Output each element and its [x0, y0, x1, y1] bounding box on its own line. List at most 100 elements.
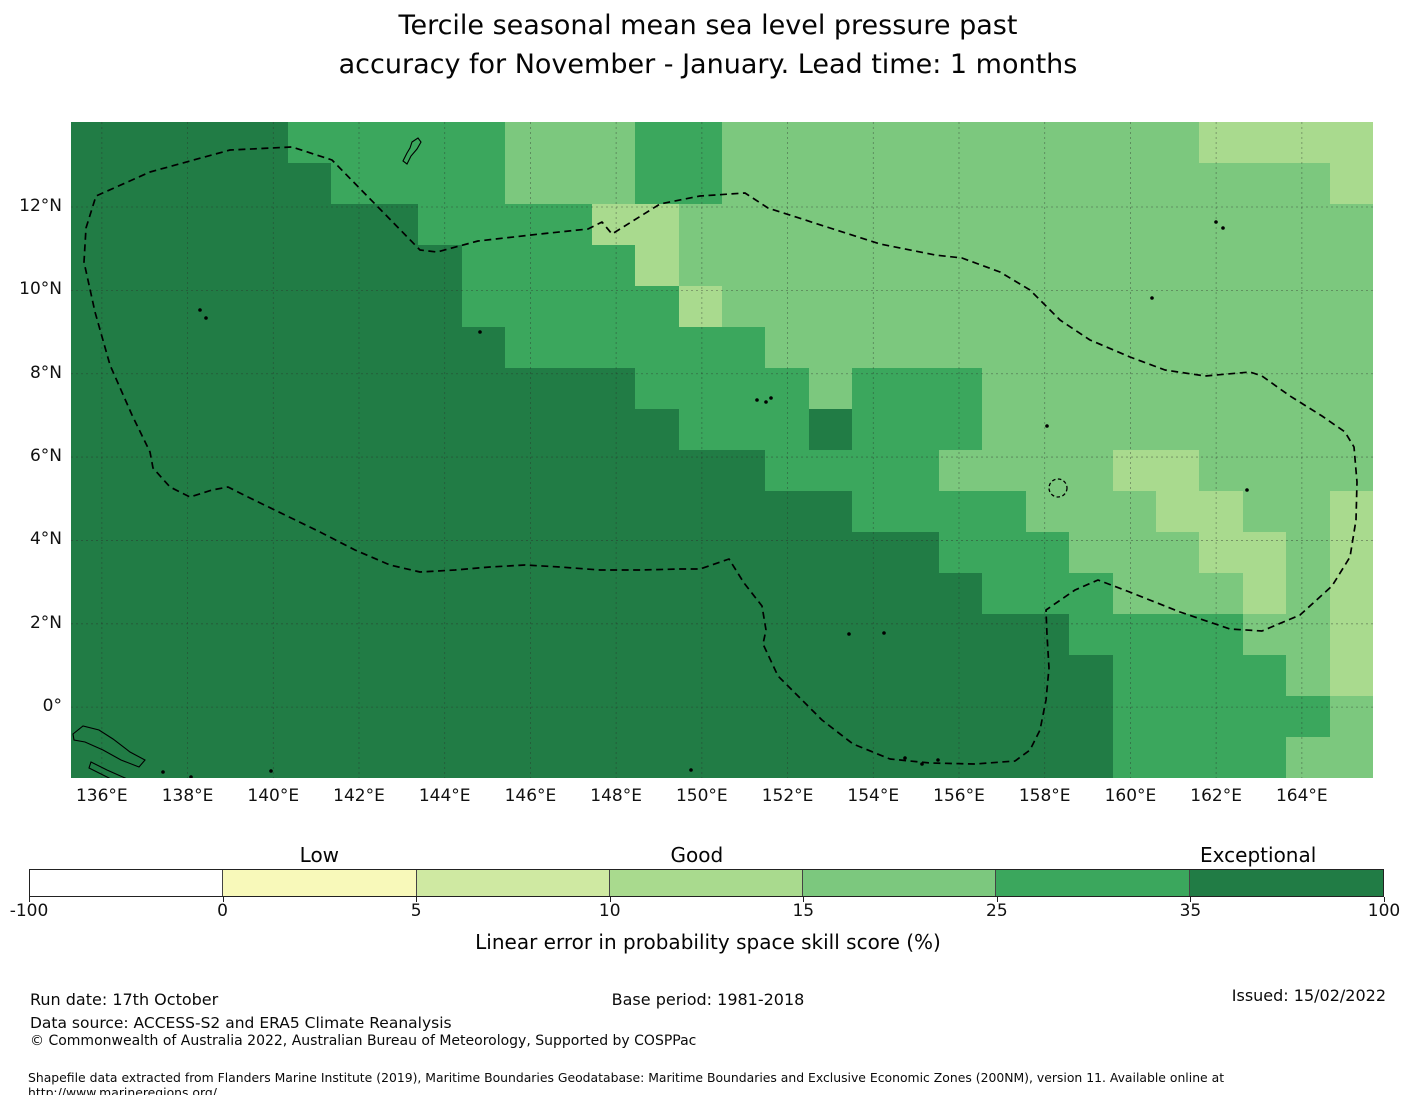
- skill-cell: [71, 163, 115, 204]
- skill-cell: [505, 491, 549, 532]
- skill-cell: [1069, 491, 1113, 532]
- skill-cell: [461, 163, 505, 204]
- skill-cell: [852, 245, 896, 286]
- skill-cell: [418, 450, 462, 491]
- skill-cell: [244, 655, 288, 696]
- skill-cell: [722, 614, 766, 655]
- skill-cell: [71, 573, 115, 614]
- x-tick-label: 162°E: [1190, 786, 1242, 806]
- skill-cell: [765, 491, 809, 532]
- island-coastlines: [72, 137, 1249, 778]
- skill-cell: [722, 737, 766, 778]
- skill-cell: [722, 573, 766, 614]
- skill-cell: [114, 368, 158, 409]
- skill-cell: [982, 286, 1026, 327]
- skill-cell: [288, 614, 332, 655]
- skill-cell: [1242, 163, 1287, 204]
- island-dot: [755, 398, 759, 402]
- skill-cell: [1286, 491, 1330, 532]
- skill-cell: [1242, 532, 1287, 573]
- skill-cell: [201, 532, 245, 573]
- skill-cell: [895, 614, 939, 655]
- skill-cell: [71, 655, 115, 696]
- skill-cell: [157, 737, 202, 778]
- skill-cell: [418, 696, 462, 737]
- skill-cell: [765, 450, 809, 491]
- skill-cell: [895, 122, 939, 163]
- skill-cell: [418, 327, 462, 368]
- skill-cell: [71, 491, 115, 532]
- skill-cell: [244, 368, 288, 409]
- skill-cell: [591, 532, 636, 573]
- skill-cell: [1112, 122, 1156, 163]
- skill-cell: [288, 368, 332, 409]
- skill-cell: [548, 409, 592, 450]
- skill-cell: [982, 696, 1026, 737]
- skill-cell: [1286, 532, 1330, 573]
- skill-cell: [852, 204, 896, 245]
- skill-cell: [201, 368, 245, 409]
- skill-cell: [1329, 450, 1373, 491]
- skill-cell: [678, 696, 722, 737]
- skill-cell: [548, 491, 592, 532]
- skill-cell: [505, 122, 549, 163]
- skill-cell: [765, 614, 809, 655]
- skill-cell: [1242, 409, 1287, 450]
- skill-cell: [374, 327, 419, 368]
- skill-cell: [722, 409, 766, 450]
- skill-cell: [678, 737, 722, 778]
- skill-cell: [939, 655, 983, 696]
- skill-cell: [548, 204, 592, 245]
- island-dot: [903, 756, 907, 760]
- skill-cell: [418, 655, 462, 696]
- skill-cell: [1242, 655, 1287, 696]
- skill-cell: [1199, 409, 1243, 450]
- skill-cell: [505, 409, 549, 450]
- skill-cell: [635, 696, 679, 737]
- skill-cell: [201, 450, 245, 491]
- small-eez-ring-dashed: [1048, 478, 1068, 498]
- skill-cell: [678, 245, 722, 286]
- skill-cell: [1025, 532, 1070, 573]
- colorbar-segment: [416, 870, 610, 896]
- skill-score-map: [71, 122, 1373, 778]
- skill-cell: [461, 327, 505, 368]
- skill-cell: [201, 696, 245, 737]
- skill-cell: [71, 204, 115, 245]
- skill-cell: [331, 614, 375, 655]
- skill-cell: [1199, 245, 1243, 286]
- skill-cell: [939, 327, 983, 368]
- skill-cell: [722, 655, 766, 696]
- x-tick-label: 160°E: [1104, 786, 1157, 806]
- skill-cell: [1286, 204, 1330, 245]
- skill-cell: [808, 163, 853, 204]
- skill-cell: [1069, 368, 1113, 409]
- skill-cell: [678, 204, 722, 245]
- skill-cell: [1329, 122, 1373, 163]
- skill-cell: [591, 450, 636, 491]
- skill-cell: [1156, 204, 1200, 245]
- skill-cell: [895, 204, 939, 245]
- skill-cell: [1199, 122, 1243, 163]
- skill-cell: [114, 327, 158, 368]
- x-tick-label: 136°E: [75, 786, 128, 806]
- skill-cell: [201, 655, 245, 696]
- skill-cell: [157, 245, 202, 286]
- skill-cell: [852, 327, 896, 368]
- skill-cell: [678, 573, 722, 614]
- skill-cell: [722, 286, 766, 327]
- skill-cell: [244, 696, 288, 737]
- skill-cell: [71, 409, 115, 450]
- skill-cell: [939, 245, 983, 286]
- skill-cell: [418, 163, 462, 204]
- skill-cell: [1242, 573, 1287, 614]
- skill-cell: [418, 614, 462, 655]
- skill-cell: [1199, 532, 1243, 573]
- skill-cell: [461, 450, 505, 491]
- skill-cell: [71, 532, 115, 573]
- skill-cell: [678, 286, 722, 327]
- skill-cell: [331, 204, 375, 245]
- y-tick-label: 8°N: [29, 362, 62, 383]
- skill-cell: [591, 491, 636, 532]
